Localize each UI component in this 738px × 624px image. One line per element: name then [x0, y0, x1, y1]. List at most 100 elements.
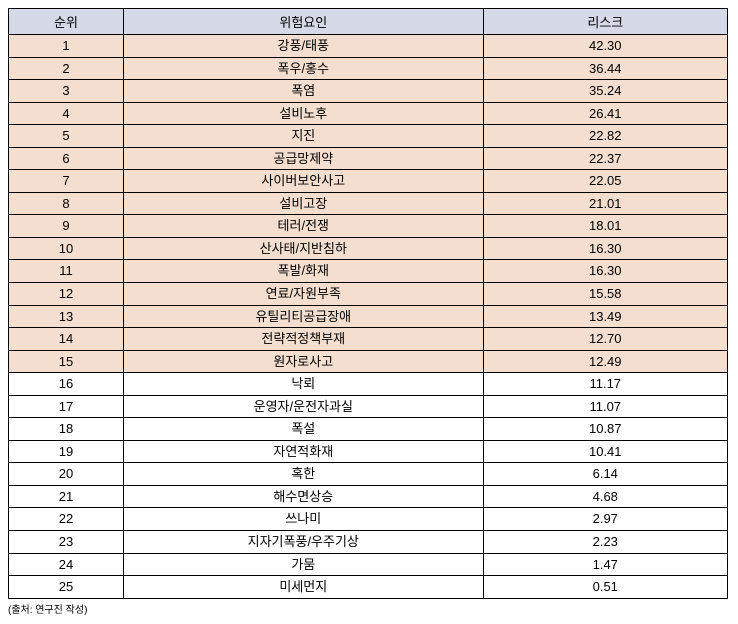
cell-factor: 설비고장 [124, 192, 484, 215]
table-row: 16낙뢰11.17 [9, 373, 728, 396]
cell-rank: 9 [9, 215, 124, 238]
cell-rank: 8 [9, 192, 124, 215]
cell-factor: 쓰나미 [124, 508, 484, 531]
table-row: 3폭염35.24 [9, 80, 728, 103]
cell-risk: 4.68 [483, 485, 727, 508]
cell-risk: 2.23 [483, 531, 727, 554]
cell-factor: 유틸리티공급장애 [124, 305, 484, 328]
cell-risk: 10.87 [483, 418, 727, 441]
cell-rank: 21 [9, 485, 124, 508]
cell-factor: 낙뢰 [124, 373, 484, 396]
cell-factor: 폭우/홍수 [124, 57, 484, 80]
cell-risk: 10.41 [483, 440, 727, 463]
cell-rank: 15 [9, 350, 124, 373]
table-row: 17운영자/운전자과실11.07 [9, 395, 728, 418]
cell-rank: 1 [9, 35, 124, 58]
cell-rank: 5 [9, 125, 124, 148]
cell-risk: 16.30 [483, 237, 727, 260]
cell-factor: 해수면상승 [124, 485, 484, 508]
cell-factor: 전략적정책부재 [124, 328, 484, 351]
risk-table-container: 순위 위험요인 리스크 1강풍/태풍42.302폭우/홍수36.443폭염35.… [8, 8, 728, 616]
table-row: 25미세먼지0.51 [9, 576, 728, 599]
table-row: 20혹한6.14 [9, 463, 728, 486]
table-row: 21해수면상승4.68 [9, 485, 728, 508]
cell-risk: 35.24 [483, 80, 727, 103]
cell-risk: 15.58 [483, 283, 727, 306]
table-row: 22쓰나미2.97 [9, 508, 728, 531]
cell-factor: 혹한 [124, 463, 484, 486]
cell-factor: 연료/자원부족 [124, 283, 484, 306]
table-row: 12연료/자원부족15.58 [9, 283, 728, 306]
cell-rank: 2 [9, 57, 124, 80]
cell-factor: 자연적화재 [124, 440, 484, 463]
cell-factor: 테러/전쟁 [124, 215, 484, 238]
table-row: 2폭우/홍수36.44 [9, 57, 728, 80]
table-row: 15원자로사고12.49 [9, 350, 728, 373]
cell-risk: 12.70 [483, 328, 727, 351]
cell-rank: 6 [9, 147, 124, 170]
cell-rank: 4 [9, 102, 124, 125]
cell-factor: 운영자/운전자과실 [124, 395, 484, 418]
cell-risk: 1.47 [483, 553, 727, 576]
cell-factor: 강풍/태풍 [124, 35, 484, 58]
cell-risk: 18.01 [483, 215, 727, 238]
table-row: 8설비고장21.01 [9, 192, 728, 215]
cell-rank: 20 [9, 463, 124, 486]
table-header-row: 순위 위험요인 리스크 [9, 9, 728, 35]
header-rank: 순위 [9, 9, 124, 35]
cell-risk: 6.14 [483, 463, 727, 486]
cell-rank: 18 [9, 418, 124, 441]
table-row: 1강풍/태풍42.30 [9, 35, 728, 58]
table-row: 9테러/전쟁18.01 [9, 215, 728, 238]
cell-rank: 12 [9, 283, 124, 306]
cell-rank: 3 [9, 80, 124, 103]
table-row: 19자연적화재10.41 [9, 440, 728, 463]
cell-risk: 26.41 [483, 102, 727, 125]
cell-risk: 2.97 [483, 508, 727, 531]
cell-factor: 공급망제약 [124, 147, 484, 170]
cell-rank: 17 [9, 395, 124, 418]
risk-table: 순위 위험요인 리스크 1강풍/태풍42.302폭우/홍수36.443폭염35.… [8, 8, 728, 599]
table-row: 10산사태/지반침하16.30 [9, 237, 728, 260]
cell-factor: 지자기폭풍/우주기상 [124, 531, 484, 554]
cell-rank: 11 [9, 260, 124, 283]
cell-risk: 11.07 [483, 395, 727, 418]
table-row: 24가뭄1.47 [9, 553, 728, 576]
table-row: 23지자기폭풍/우주기상2.23 [9, 531, 728, 554]
cell-rank: 7 [9, 170, 124, 193]
table-row: 14전략적정책부재12.70 [9, 328, 728, 351]
cell-risk: 22.05 [483, 170, 727, 193]
cell-factor: 미세먼지 [124, 576, 484, 599]
cell-rank: 24 [9, 553, 124, 576]
table-row: 5지진22.82 [9, 125, 728, 148]
header-factor: 위험요인 [124, 9, 484, 35]
cell-rank: 13 [9, 305, 124, 328]
cell-rank: 22 [9, 508, 124, 531]
table-row: 13유틸리티공급장애13.49 [9, 305, 728, 328]
cell-factor: 사이버보안사고 [124, 170, 484, 193]
cell-factor: 산사태/지반침하 [124, 237, 484, 260]
table-row: 18폭설10.87 [9, 418, 728, 441]
cell-factor: 설비노후 [124, 102, 484, 125]
table-row: 7사이버보안사고22.05 [9, 170, 728, 193]
table-body: 1강풍/태풍42.302폭우/홍수36.443폭염35.244설비노후26.41… [9, 35, 728, 599]
table-row: 6공급망제약22.37 [9, 147, 728, 170]
cell-rank: 14 [9, 328, 124, 351]
source-text: (출처: 연구진 작성) [8, 601, 728, 616]
cell-rank: 25 [9, 576, 124, 599]
cell-rank: 19 [9, 440, 124, 463]
cell-risk: 12.49 [483, 350, 727, 373]
cell-risk: 22.37 [483, 147, 727, 170]
cell-risk: 0.51 [483, 576, 727, 599]
cell-risk: 16.30 [483, 260, 727, 283]
cell-factor: 폭발/화재 [124, 260, 484, 283]
cell-rank: 10 [9, 237, 124, 260]
cell-rank: 23 [9, 531, 124, 554]
cell-risk: 21.01 [483, 192, 727, 215]
cell-risk: 13.49 [483, 305, 727, 328]
cell-factor: 원자로사고 [124, 350, 484, 373]
cell-factor: 가뭄 [124, 553, 484, 576]
header-risk: 리스크 [483, 9, 727, 35]
table-row: 11폭발/화재16.30 [9, 260, 728, 283]
cell-risk: 36.44 [483, 57, 727, 80]
